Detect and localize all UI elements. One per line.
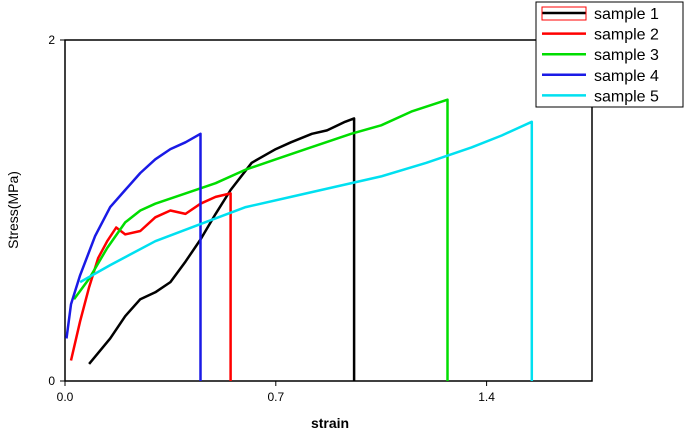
series-layer bbox=[65, 98, 534, 381]
plot-frame bbox=[64, 39, 593, 382]
x-axis-title: strain bbox=[311, 415, 349, 431]
legend-label: sample 3 bbox=[594, 47, 659, 64]
series-line-1 bbox=[88, 117, 356, 381]
y-axis-title: Stress(MPa) bbox=[5, 171, 21, 249]
legend-label: sample 2 bbox=[594, 27, 659, 44]
x-tick-label: 0.0 bbox=[57, 390, 74, 404]
series-line-3 bbox=[72, 98, 449, 381]
legend-label: sample 4 bbox=[594, 68, 659, 85]
ticks-layer: 0.0 0.7 1.4 0 2 bbox=[48, 33, 495, 404]
legend-label: sample 1 bbox=[594, 6, 659, 23]
legend-highlight-box bbox=[541, 6, 587, 21]
legend: sample 1 sample 2 sample 3 sample 4 sample 5 bbox=[535, 1, 684, 108]
x-tick-label: 0.7 bbox=[267, 390, 284, 404]
y-tick-label: 2 bbox=[48, 33, 55, 47]
series-line-4 bbox=[65, 132, 202, 381]
series-line-2 bbox=[69, 192, 232, 381]
series-line-5 bbox=[79, 120, 534, 381]
y-tick-label: 0 bbox=[48, 374, 55, 388]
plot-border bbox=[64, 39, 593, 382]
legend-label: sample 5 bbox=[594, 88, 659, 105]
x-tick-label: 1.4 bbox=[478, 390, 495, 404]
